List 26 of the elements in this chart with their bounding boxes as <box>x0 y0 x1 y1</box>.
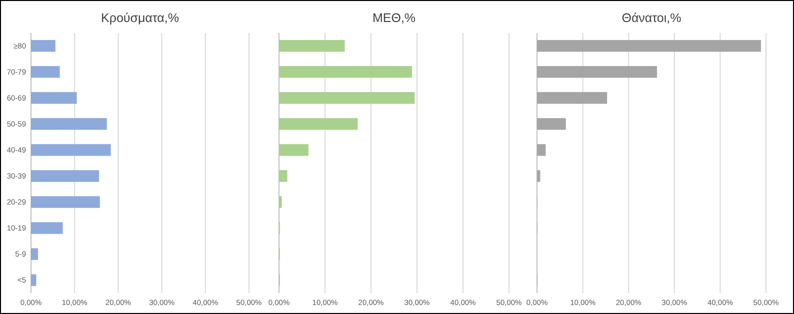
bar <box>279 40 345 52</box>
bar <box>537 40 761 52</box>
bar <box>537 92 608 104</box>
bar <box>537 118 566 130</box>
bar <box>537 144 546 156</box>
bar <box>31 222 63 234</box>
chart-title: Κρούσματα,% <box>101 11 179 25</box>
bar <box>279 118 358 130</box>
bar <box>279 92 415 104</box>
bar <box>279 66 412 78</box>
bar <box>31 248 38 260</box>
bar <box>31 170 100 182</box>
bar <box>31 66 60 78</box>
bar <box>537 66 657 78</box>
bar <box>31 196 100 208</box>
bar <box>537 170 540 182</box>
bar <box>31 40 56 52</box>
bar <box>31 118 107 130</box>
bar <box>31 274 36 286</box>
bar <box>279 170 288 182</box>
bar <box>31 144 111 156</box>
bar <box>279 196 282 208</box>
chart-title: Θάνατοι,% <box>622 11 682 25</box>
bar <box>31 92 77 104</box>
chart-title: ΜΕΘ,% <box>372 11 416 25</box>
bar <box>279 144 308 156</box>
